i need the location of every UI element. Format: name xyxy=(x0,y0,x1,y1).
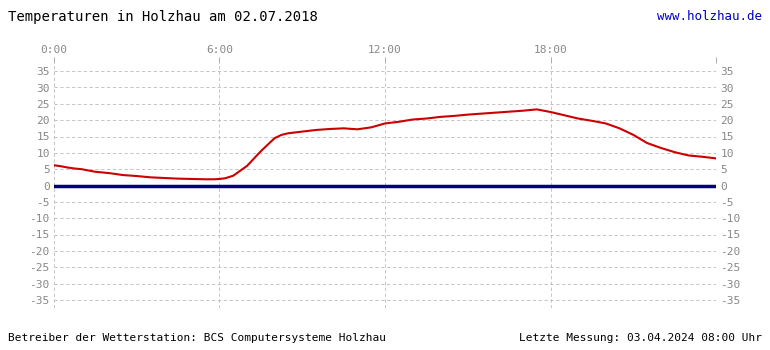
Text: Letzte Messung: 03.04.2024 08:00 Uhr: Letzte Messung: 03.04.2024 08:00 Uhr xyxy=(519,333,762,343)
Text: Temperaturen in Holzhau am 02.07.2018: Temperaturen in Holzhau am 02.07.2018 xyxy=(8,10,317,25)
Text: www.holzhau.de: www.holzhau.de xyxy=(658,10,762,23)
Text: Betreiber der Wetterstation: BCS Computersysteme Holzhau: Betreiber der Wetterstation: BCS Compute… xyxy=(8,333,386,343)
